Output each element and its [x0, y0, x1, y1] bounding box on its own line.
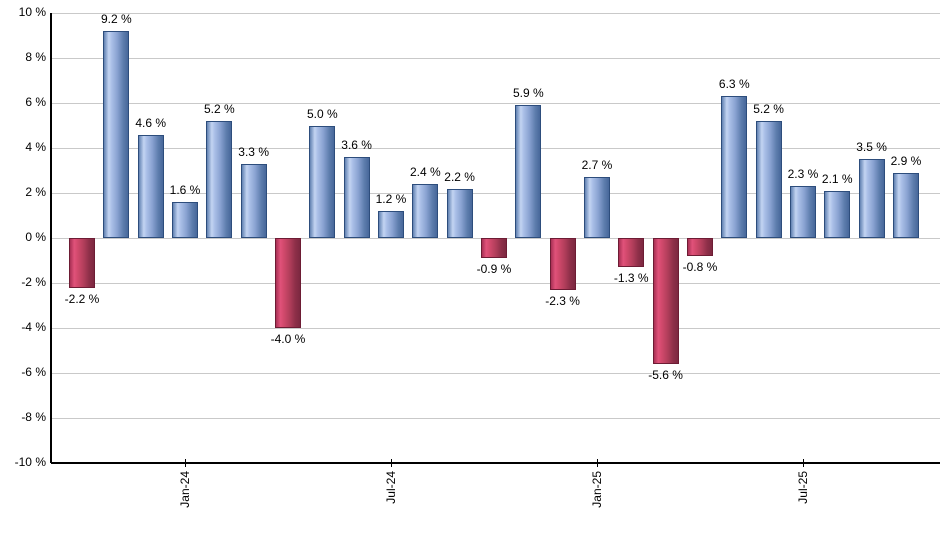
bar-value-label: 3.5 % [856, 140, 887, 155]
bar-jun-24 [343, 157, 370, 238]
y-axis-tick-label: 0 % [25, 230, 46, 244]
y-gridline [51, 328, 940, 329]
bar-value-label: -2.2 % [64, 291, 100, 306]
bar-value-label: 1.6 % [169, 183, 201, 197]
bar-nov-23 [103, 31, 130, 238]
bar-value-label: -0.8 % [682, 260, 718, 274]
y-axis-tick-label: -2 % [21, 275, 46, 289]
bar-jan-24 [171, 202, 198, 238]
bar-value-label: -4.0 % [270, 332, 306, 346]
y-axis-tick-label: 10 % [18, 5, 46, 19]
y-gridline [51, 193, 940, 194]
y-axis-tick-label: -8 % [21, 410, 46, 424]
bar-mar-24 [240, 163, 267, 238]
x-axis-tick-label-text: Jan-25 [589, 471, 604, 508]
bar-value-label: 2.9 % [890, 153, 922, 168]
bar-apr-25 [686, 238, 713, 256]
bar-value-label: 1.2 % [375, 192, 407, 206]
bar-may-24 [309, 125, 336, 238]
bar-feb-24 [206, 121, 233, 238]
bar-value-label: 6.3 % [718, 77, 750, 92]
bar-value-label: 9.2 % [100, 12, 132, 26]
bar-value-label: 2.1 % [821, 171, 853, 186]
y-axis-tick-label: -4 % [21, 320, 46, 334]
x-axis-tick [184, 459, 186, 467]
x-axis-tick-label-text: Jul-24 [383, 471, 398, 504]
bar-value-label: 5.0 % [306, 106, 338, 121]
bar-value-label: -5.6 % [648, 368, 683, 382]
bar-value-label: 3.6 % [341, 138, 372, 152]
bar-jul-25 [789, 186, 816, 238]
x-axis [51, 462, 940, 464]
bar-value-label: 2.7 % [581, 158, 613, 173]
bar-jul-24 [377, 211, 404, 238]
bar-value-label: 2.4 % [409, 165, 441, 179]
y-gridline [51, 283, 940, 284]
bar-dec-23 [137, 134, 164, 238]
bar-oct-25 [892, 172, 919, 238]
y-gridline [51, 148, 940, 149]
x-axis-tick [802, 459, 804, 467]
x-axis-tick-label-text: Jul-25 [795, 471, 810, 504]
y-axis-tick-label: -10 % [14, 455, 46, 469]
bar-value-label: 2.3 % [787, 167, 819, 182]
bar-value-label: -0.9 % [476, 262, 512, 277]
y-gridline [51, 418, 940, 419]
y-gridline [51, 13, 940, 14]
y-axis-tick-label: 8 % [25, 50, 46, 64]
bar-sep-24 [446, 188, 473, 238]
bar-dec-24 [549, 238, 576, 290]
x-axis-tick [390, 459, 392, 467]
bar-aug-24 [412, 184, 439, 238]
bar-jan-25 [583, 177, 610, 238]
bar-value-label: 5.2 % [753, 102, 784, 116]
bar-value-label: -1.3 % [613, 271, 649, 286]
bar-value-label: 4.6 % [135, 115, 166, 130]
bar-sep-25 [858, 159, 885, 238]
bar-mar-25 [652, 238, 679, 364]
x-axis-tick-label-text: Jan-24 [177, 471, 192, 508]
bar-jun-25 [755, 121, 782, 238]
bar-nov-24 [515, 105, 542, 238]
bar-value-label: 3.3 % [238, 144, 269, 159]
bar-value-label: -2.3 % [545, 293, 580, 308]
y-axis-tick-label: 4 % [25, 140, 46, 154]
bar-aug-25 [824, 190, 851, 238]
bar-value-label: 5.9 % [512, 86, 544, 101]
x-axis-tick [596, 459, 598, 467]
bar-oct-23 [69, 238, 95, 288]
bar-may-25 [721, 96, 748, 238]
y-gridline [51, 58, 940, 59]
y-axis-tick-label: 6 % [25, 95, 46, 109]
y-axis [50, 13, 52, 463]
bar-value-label: 5.2 % [203, 102, 235, 116]
y-gridline [51, 373, 940, 374]
bar-feb-25 [618, 238, 645, 268]
bar-oct-24 [480, 238, 507, 259]
y-axis-tick-label: 2 % [25, 185, 46, 199]
y-gridline [51, 103, 940, 104]
y-axis-tick-label: -6 % [21, 365, 46, 379]
bar-value-label: 2.2 % [444, 169, 475, 184]
bar-apr-24 [274, 238, 301, 328]
